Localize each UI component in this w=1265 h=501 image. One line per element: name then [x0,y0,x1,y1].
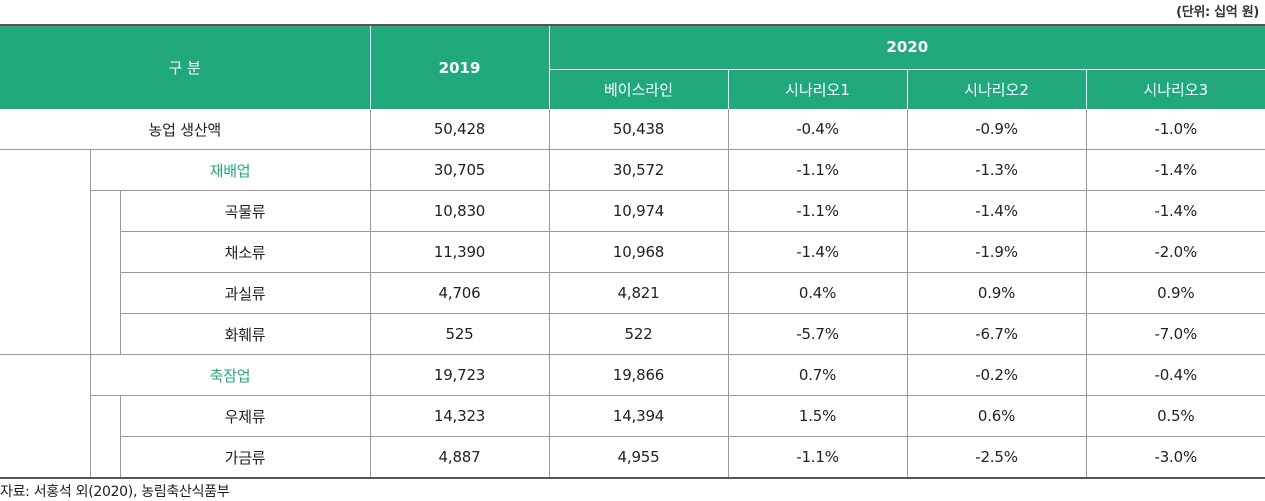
table-row: 우제류 14,323 14,394 1.5% 0.6% 0.5% [0,395,1265,437]
indent-cell [0,150,90,191]
cell-2019: 14,323 [369,395,550,437]
cell-2019: 11,390 [369,231,550,273]
cell-scenario1: 0.4% [727,272,908,314]
cell-scenario3: -3.0% [1085,436,1265,479]
cell-baseline: 30,572 [548,149,729,191]
cell-scenario1: -5.7% [727,313,908,355]
cell-scenario3: 0.9% [1085,272,1265,314]
header-scenario2: 시나리오2 [906,69,1087,109]
indent-cell [89,436,120,479]
indent-cell [89,190,120,232]
row-label: 재배업 [89,149,371,191]
header-baseline: 베이스라인 [549,69,729,109]
cell-2019: 10,830 [369,190,550,232]
cell-2019: 50,428 [369,109,550,150]
source-note: 자료: 서홍석 외(2020), 농림축산식품부 [0,484,230,500]
cell-baseline: 50,438 [548,109,729,150]
indent-cell [89,313,121,355]
indent-cell [89,272,120,314]
cell-baseline: 522 [548,313,729,355]
cell-scenario2: -0.9% [906,109,1087,150]
row-label: 농업 생산액 [0,109,371,150]
table-row: 채소류 11,390 10,968 -1.4% -1.9% -2.0% [0,231,1265,273]
cell-scenario2: -0.2% [906,354,1087,396]
row-label: 가금류 [119,436,371,479]
cell-scenario1: -1.1% [727,436,908,479]
cell-scenario3: -1.0% [1085,109,1265,150]
indent-cell [89,395,120,437]
cell-scenario1: 1.5% [727,395,908,437]
row-label: 화훼류 [119,313,371,355]
row-label: 채소류 [119,231,371,273]
indent-cell [0,313,90,355]
cell-scenario1: -1.1% [727,149,908,191]
table-row: 농업 생산액 50,428 50,438 -0.4% -0.9% -1.0% [0,109,1265,150]
cell-baseline: 10,968 [548,231,729,273]
row-label: 과실류 [119,272,371,314]
header-scenario3: 시나리오3 [1085,69,1265,109]
cell-scenario3: -0.4% [1085,354,1265,396]
cell-2019: 4,887 [369,436,550,479]
cell-scenario1: -1.4% [727,231,908,273]
cell-2019: 4,706 [369,272,550,314]
cell-scenario1: 0.7% [727,354,908,396]
cell-scenario2: -1.3% [906,149,1087,191]
indent-cell [0,232,90,273]
cell-2019: 525 [369,313,550,355]
table-row: 가금류 4,887 4,955 -1.1% -2.5% -3.0% [0,436,1265,479]
table-row: 곡물류 10,830 10,974 -1.1% -1.4% -1.4% [0,190,1265,232]
cell-baseline: 14,394 [548,395,729,437]
indent-cell [0,355,90,396]
cell-scenario3: 0.5% [1085,395,1265,437]
cell-2019: 30,705 [369,149,550,191]
cell-baseline: 10,974 [548,190,729,232]
header-2020: 2020 [548,24,1265,70]
table-row: 재배업 30,705 30,572 -1.1% -1.3% -1.4% [0,149,1265,191]
unit-note: (단위: 십억 원) [1176,5,1259,20]
cell-baseline: 4,955 [548,436,729,479]
indent-cell [0,191,90,232]
cell-2019: 19,723 [369,354,550,396]
cell-scenario2: 0.6% [906,395,1087,437]
cell-scenario1: -0.4% [727,109,908,150]
indent-cell [0,273,90,314]
row-label: 축잠업 [89,354,371,396]
table-row: 축잠업 19,723 19,866 0.7% -0.2% -0.4% [0,354,1265,396]
cell-scenario2: -1.9% [906,231,1087,273]
table-row: 화훼류 525 522 -5.7% -6.7% -7.0% [0,313,1265,355]
header-scenario1: 시나리오1 [727,69,908,109]
indent-cell [89,231,120,273]
cell-baseline: 19,866 [548,354,729,396]
row-label: 우제류 [119,395,371,437]
cell-scenario2: -2.5% [906,436,1087,479]
cell-scenario1: -1.1% [727,190,908,232]
indent-cell [0,436,90,479]
table-row: 과실류 4,706 4,821 0.4% 0.9% 0.9% [0,272,1265,314]
cell-scenario3: -7.0% [1085,313,1265,355]
cell-scenario3: -1.4% [1085,149,1265,191]
production-table: 구 분 2019 2020 베이스라인 시나리오1 시나리오2 시나리오3 농업… [0,24,1265,479]
cell-scenario2: -1.4% [906,190,1087,232]
row-label: 곡물류 [119,190,371,232]
cell-scenario2: -6.7% [906,313,1087,355]
header-2019: 2019 [369,24,550,109]
header-category: 구 분 [0,24,371,109]
cell-scenario3: -1.4% [1085,190,1265,232]
indent-cell [0,396,90,437]
cell-scenario2: 0.9% [906,272,1087,314]
cell-baseline: 4,821 [548,272,729,314]
cell-scenario3: -2.0% [1085,231,1265,273]
